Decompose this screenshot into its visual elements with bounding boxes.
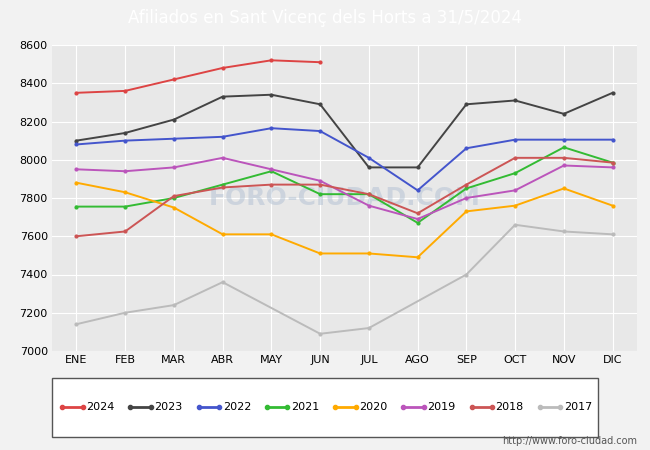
Text: http://www.foro-ciudad.com: http://www.foro-ciudad.com: [502, 436, 637, 446]
Text: 2023: 2023: [155, 402, 183, 412]
FancyBboxPatch shape: [52, 378, 598, 436]
Text: 2020: 2020: [359, 402, 387, 412]
Text: 2024: 2024: [86, 402, 114, 412]
Text: 2022: 2022: [222, 402, 251, 412]
Text: 2021: 2021: [291, 402, 319, 412]
Text: Afiliados en Sant Vicenç dels Horts a 31/5/2024: Afiliados en Sant Vicenç dels Horts a 31…: [128, 9, 522, 27]
Text: FORO-CIUDAD.COM: FORO-CIUDAD.COM: [209, 186, 480, 210]
Text: 2018: 2018: [495, 402, 524, 412]
Text: 2019: 2019: [428, 402, 456, 412]
Text: 2017: 2017: [564, 402, 592, 412]
